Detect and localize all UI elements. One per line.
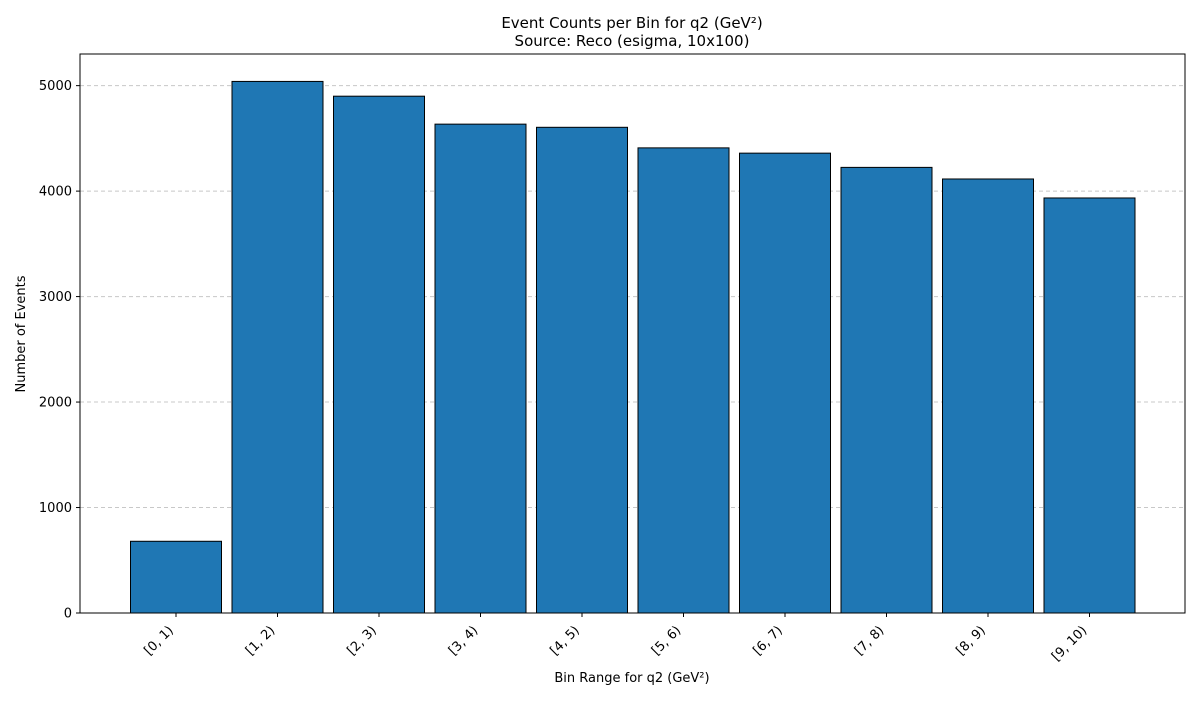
- x-tick-label: [4, 5): [548, 623, 583, 658]
- bar: [1043, 197, 1136, 614]
- y-tick-label: 3000: [39, 290, 72, 305]
- x-tick-label: [6, 7): [751, 623, 786, 658]
- bar: [333, 95, 425, 614]
- x-tick-label: [1, 2): [243, 623, 278, 658]
- y-axis-ticks: 0 1000 2000 3000 4000 5000: [39, 79, 80, 622]
- bar: [130, 540, 222, 614]
- bar: [231, 80, 324, 614]
- y-tick-label: 0: [64, 607, 72, 622]
- plot-frame: [79, 53, 1186, 614]
- y-tick-label: 5000: [39, 79, 72, 94]
- chart-title: Event Counts per Bin for q2 (GeV²): [501, 14, 762, 32]
- bar: [942, 178, 1034, 614]
- x-tick-label: [3, 4): [446, 623, 481, 658]
- x-tick-label: [7, 8): [852, 623, 887, 658]
- bars: [130, 80, 1136, 614]
- x-tick-label: [2, 3): [345, 623, 380, 658]
- bar: [739, 152, 831, 614]
- y-axis-label: Number of Events: [14, 275, 29, 392]
- y-tick-label: 4000: [39, 185, 72, 200]
- bar: [434, 123, 527, 614]
- x-tick-label: [5, 6): [649, 623, 684, 658]
- x-axis-ticks: [0, 1) [1, 2) [2, 3) [3, 4) [4, 5) [5, 6) [6, …: [142, 613, 1090, 664]
- x-axis-label: Bin Range for q2 (GeV²): [554, 671, 709, 686]
- bar: [536, 126, 628, 614]
- x-tick-label: [9, 10): [1049, 623, 1090, 664]
- bar: [840, 166, 933, 614]
- y-tick-label: 2000: [39, 396, 72, 411]
- bar: [637, 147, 730, 614]
- x-tick-label: [0, 1): [142, 623, 177, 658]
- y-tick-label: 1000: [39, 501, 72, 516]
- chart-subtitle: Source: Reco (esigma, 10x100): [515, 32, 750, 50]
- x-tick-label: [8, 9): [954, 623, 989, 658]
